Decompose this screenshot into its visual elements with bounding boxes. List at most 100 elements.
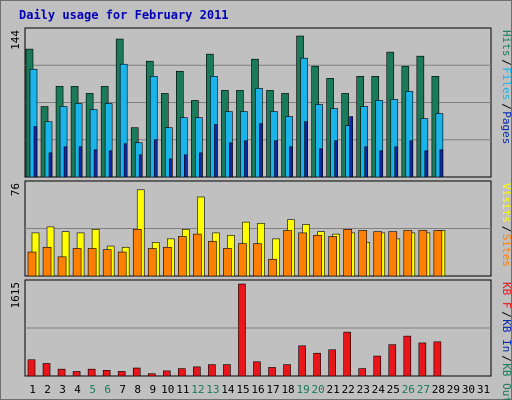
day-label: 16 [251, 383, 264, 396]
kbf-bar [132, 367, 141, 377]
files-bar [375, 100, 384, 178]
kbytes-legend-entry: KB Out [500, 363, 512, 400]
files-bar [180, 117, 188, 178]
hits-files-pages-legend-entry: Pages [500, 111, 512, 144]
files-bar [44, 121, 53, 178]
day-label: 8 [134, 383, 141, 396]
kbf-bar [27, 359, 36, 377]
sites-bar [313, 234, 322, 277]
pages-bar [168, 158, 173, 178]
day-label: 17 [266, 383, 279, 396]
kbf-bar [238, 283, 246, 377]
day-label: 18 [281, 383, 294, 396]
sites-bar [253, 243, 262, 277]
pages-bar [93, 149, 98, 178]
pages-bar [199, 152, 203, 178]
day-label: 22 [342, 383, 355, 396]
sites-bar [178, 236, 187, 277]
kbf-bar [298, 345, 306, 377]
kbf-bar [388, 344, 397, 377]
files-bar [104, 103, 113, 178]
chart-title: Daily usage for February 2011 [19, 8, 229, 22]
sites-bar [358, 230, 368, 277]
sites-bar [162, 246, 172, 277]
pages-bar [33, 126, 38, 178]
visits-sites-legend-sep: / [500, 226, 512, 233]
day-label: 20 [312, 383, 325, 396]
pages-bar [229, 142, 233, 178]
files-bar [29, 68, 38, 178]
hits-files-pages-legend-sep: / [500, 59, 512, 66]
pages-bar [259, 123, 263, 178]
sites-bar [42, 246, 52, 277]
files-bar [435, 113, 444, 178]
day-label: 19 [296, 383, 309, 396]
files-bar [195, 117, 203, 178]
pages-bar [334, 140, 338, 178]
kbf-bar [313, 352, 321, 377]
files-bar [390, 99, 399, 178]
sites-bar [328, 236, 337, 277]
day-label: 11 [176, 383, 189, 396]
day-label: 7 [119, 383, 126, 396]
sites-bar [403, 230, 413, 277]
hits-files-pages-max-label: 144 [9, 30, 22, 50]
sites-bar [283, 230, 292, 277]
kbf-bar [283, 364, 291, 377]
sites-bar [27, 251, 37, 277]
sites-bar [147, 248, 157, 277]
files-bar [420, 118, 429, 178]
sites-bar [132, 229, 142, 277]
pages-bar [63, 146, 68, 178]
visits-sites-legend-entry: Sites [500, 234, 512, 267]
sites-bar [208, 240, 217, 277]
day-label: 15 [236, 383, 249, 396]
pages-bar [349, 116, 353, 178]
kbytes-legend-entry: KB F [500, 282, 512, 309]
kbf-bar [268, 367, 276, 377]
hits-bar [416, 55, 425, 178]
kbf-bar [117, 371, 126, 377]
kbf-bar [403, 335, 412, 377]
pages-bar [439, 149, 444, 178]
files-bar [89, 109, 98, 178]
files-bar [59, 106, 68, 178]
day-label: 1 [29, 383, 36, 396]
day-label: 29 [447, 383, 460, 396]
hits-files-pages-legend-entry: Files [500, 67, 512, 100]
kbf-bar [162, 370, 171, 377]
kbf-bar [373, 355, 382, 377]
kbf-bar [57, 368, 66, 377]
kbf-bar [208, 364, 216, 377]
pages-bar [304, 121, 308, 178]
day-label: 9 [149, 383, 156, 396]
sites-bar [117, 251, 127, 277]
kbf-bar [42, 363, 51, 377]
day-label: 5 [89, 383, 96, 396]
kbf-bar [87, 368, 96, 377]
pages-bar [274, 140, 278, 178]
pages-bar [78, 146, 83, 178]
day-label: 31 [477, 383, 490, 396]
sites-bar [87, 248, 97, 277]
files-bar [300, 57, 308, 178]
pages-bar [123, 143, 128, 178]
kbf-bar [147, 373, 156, 377]
files-bar [405, 91, 414, 178]
sites-bar [57, 256, 67, 277]
day-label: 3 [59, 383, 66, 396]
kbf-bar [418, 342, 427, 377]
sites-bar [72, 248, 82, 277]
sites-bar [298, 232, 307, 277]
day-label: 21 [327, 383, 340, 396]
pages-bar [379, 150, 384, 178]
day-label: 4 [74, 383, 81, 396]
sites-bar [418, 230, 428, 277]
pages-bar [319, 148, 323, 178]
files-bar [74, 103, 83, 178]
day-label: 14 [221, 383, 235, 396]
sites-bar [388, 231, 398, 277]
files-bar [360, 106, 369, 178]
files-bar [164, 127, 173, 178]
